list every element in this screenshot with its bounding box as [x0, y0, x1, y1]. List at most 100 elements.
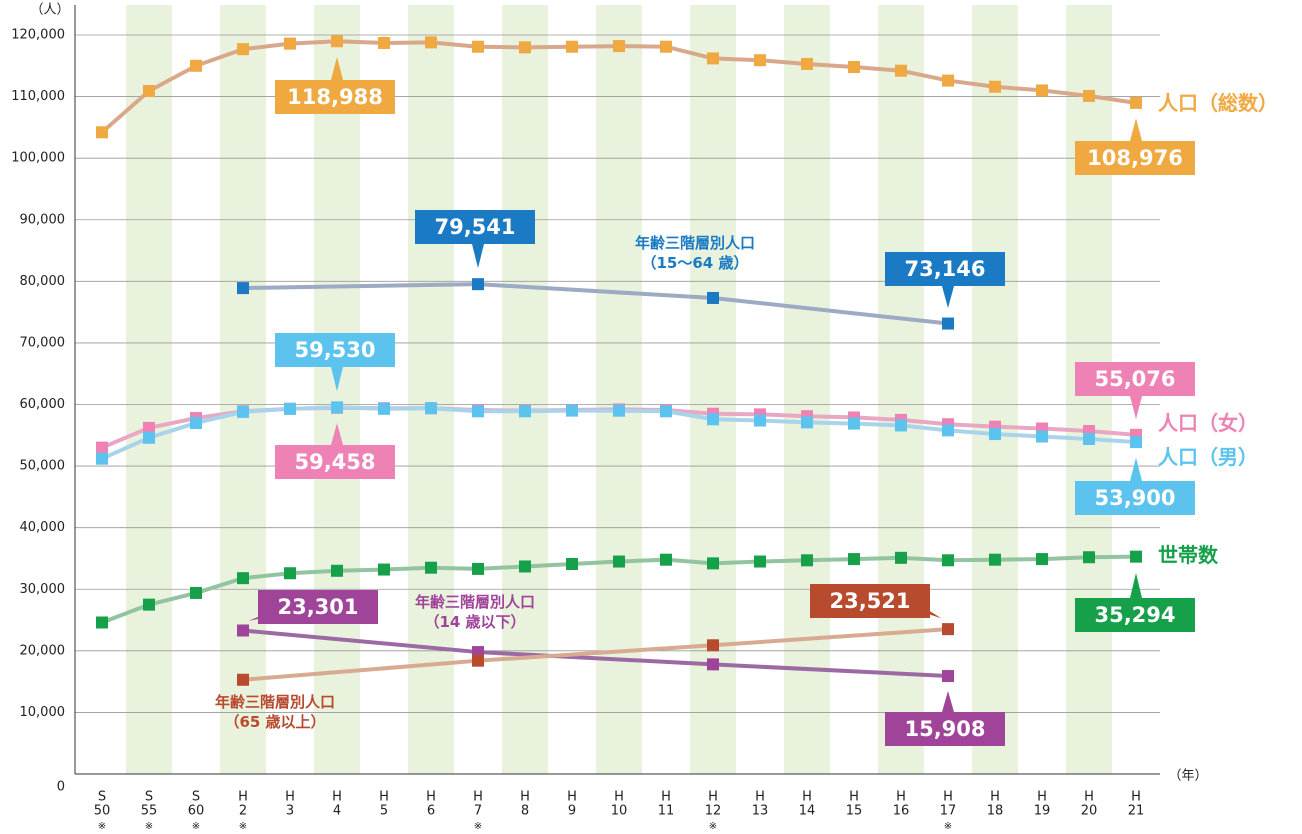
y-unit: （人） — [30, 3, 69, 18]
x-era-label: H — [1084, 790, 1094, 805]
callout-box — [885, 252, 1005, 286]
x-era-label: H — [755, 790, 765, 805]
stripe — [126, 5, 172, 774]
callout-box — [1075, 481, 1195, 515]
marker — [331, 35, 343, 48]
marker — [942, 670, 954, 683]
x-era-label: H — [1037, 790, 1047, 805]
x-tick-label: 11 — [658, 804, 675, 819]
y-tick-label: 60,000 — [20, 397, 66, 412]
callout-label: 59,458 — [294, 450, 375, 474]
callout-box — [1075, 141, 1195, 175]
x-tick-label: 20 — [1081, 804, 1098, 819]
x-era-label: H — [661, 790, 671, 805]
stripe — [972, 5, 1018, 774]
x-tick-label: 16 — [893, 804, 910, 819]
marker — [754, 414, 766, 427]
x-era-label: H — [473, 790, 483, 805]
x-note: ※ — [474, 821, 482, 832]
callout-box — [275, 333, 395, 367]
marker — [519, 560, 531, 573]
series-name: 世帯数 — [1158, 543, 1218, 567]
callout-pointer — [331, 56, 343, 80]
callout-pointer — [1130, 572, 1142, 598]
callout-pointer — [1130, 457, 1142, 481]
marker — [237, 572, 249, 585]
marker — [707, 557, 719, 570]
x-tick-label: 4 — [333, 804, 341, 819]
marker — [472, 562, 484, 575]
marker — [378, 563, 390, 576]
marker — [566, 40, 578, 53]
callout-label: 108,976 — [1087, 146, 1183, 170]
marker — [237, 43, 249, 56]
callout-box — [275, 80, 395, 114]
marker — [801, 57, 813, 70]
x-era-label: H — [426, 790, 436, 805]
marker — [848, 61, 860, 74]
x-era-label: H — [285, 790, 295, 805]
callout-pointer — [472, 244, 484, 269]
marker — [96, 452, 108, 465]
series-line — [242, 627, 949, 682]
stripe — [408, 5, 454, 774]
y-tick-label: 40,000 — [20, 520, 66, 535]
series-name: 人口（総数） — [1158, 91, 1278, 115]
callout-label: 15,908 — [904, 717, 985, 741]
x-era-label: H — [614, 790, 624, 805]
marker — [1036, 430, 1048, 443]
x-era-label: H — [332, 790, 342, 805]
marker — [801, 554, 813, 567]
marker — [425, 561, 437, 574]
callout-label: 23,301 — [277, 595, 358, 619]
y-tick-label: 50,000 — [20, 459, 66, 474]
x-tick-label: 6 — [427, 804, 435, 819]
marker — [96, 616, 108, 629]
x-era-label: H — [238, 790, 248, 805]
marker — [1083, 432, 1095, 445]
x-note: ※ — [145, 821, 153, 832]
marker — [331, 564, 343, 577]
x-era-label: H — [896, 790, 906, 805]
x-tick-label: 55 — [141, 804, 158, 819]
callout-box — [275, 445, 395, 479]
x-tick-label: 13 — [752, 804, 769, 819]
callout-box — [810, 584, 930, 618]
x-era-label: H — [1131, 790, 1141, 805]
marker — [848, 553, 860, 566]
x-era-label: S — [192, 790, 200, 805]
callout-label: 35,294 — [1094, 603, 1175, 627]
x-tick-label: 3 — [286, 804, 294, 819]
marker — [942, 623, 954, 636]
marker — [942, 74, 954, 87]
marker — [989, 80, 1001, 93]
marker — [425, 36, 437, 49]
stripe — [784, 5, 830, 774]
marker — [143, 598, 155, 611]
callout-pointer — [942, 691, 954, 712]
marker — [378, 37, 390, 50]
marker — [989, 553, 1001, 566]
marker — [284, 567, 296, 580]
x-note: ※ — [239, 821, 247, 832]
marker — [96, 441, 108, 454]
marker — [190, 586, 202, 599]
stripe — [502, 5, 548, 774]
marker — [1130, 96, 1142, 109]
x-note: ※ — [709, 821, 717, 832]
x-unit: （年） — [1168, 769, 1207, 784]
marker — [425, 402, 437, 415]
callout-label: 53,900 — [1094, 486, 1175, 510]
marker — [895, 419, 907, 432]
x-era-label: H — [943, 790, 953, 805]
marker — [284, 402, 296, 415]
marker — [660, 405, 672, 418]
marker — [613, 555, 625, 568]
marker — [237, 282, 249, 295]
marker — [237, 624, 249, 637]
stripe — [596, 5, 642, 774]
marker — [566, 558, 578, 571]
y-tick-label: 10,000 — [20, 705, 66, 720]
marker — [848, 417, 860, 430]
